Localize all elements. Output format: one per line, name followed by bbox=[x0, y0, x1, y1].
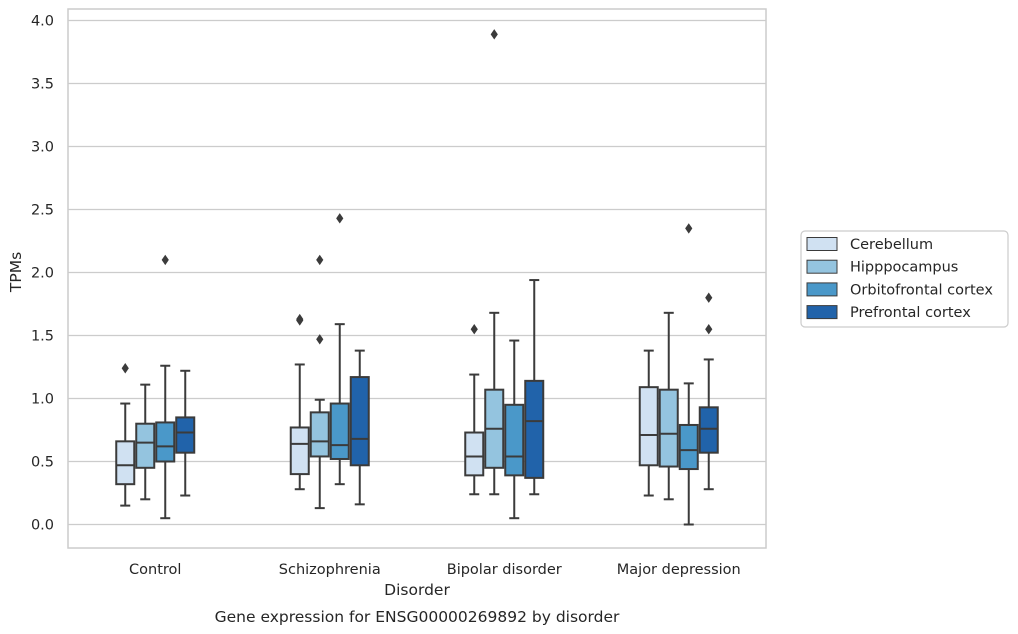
y-tick-label: 3.5 bbox=[31, 77, 54, 93]
plot-frame bbox=[67, 8, 767, 549]
x-axis-label: Disorder bbox=[384, 581, 450, 599]
outlier-point bbox=[705, 292, 713, 303]
box-iqr bbox=[658, 388, 679, 468]
outlier-point bbox=[705, 324, 713, 335]
outlier-point bbox=[316, 334, 324, 345]
legend-swatch bbox=[806, 237, 838, 251]
box-orbitofrontal-cortex bbox=[155, 254, 176, 520]
legend-swatch bbox=[806, 259, 838, 274]
box-iqr bbox=[678, 423, 699, 471]
x-tick-label: Schizophrenia bbox=[279, 562, 381, 578]
y-axis-ticks: 0.0 0.5 1.0 1.5 2.0 2.5 3.0 3.5 4.0 bbox=[31, 14, 54, 534]
legend-label: Hipppocampus bbox=[850, 260, 958, 276]
box-cerebellum bbox=[638, 349, 659, 497]
outlier-point bbox=[490, 29, 498, 40]
x-tick-label: Major depression bbox=[617, 562, 741, 578]
box-cerebellum bbox=[464, 324, 485, 496]
box-iqr bbox=[289, 426, 310, 476]
box-iqr bbox=[464, 431, 485, 477]
y-tick-label: 0.0 bbox=[31, 518, 54, 534]
y-tick-label: 1.0 bbox=[31, 392, 54, 408]
box-prefrontal-cortex bbox=[349, 349, 370, 506]
box-iqr bbox=[524, 379, 545, 479]
box-orbitofrontal-cortex bbox=[329, 213, 350, 486]
x-axis-ticks: Control Schizophrenia Bipolar disorder Majo… bbox=[129, 562, 741, 578]
outlier-point bbox=[470, 324, 478, 335]
box-prefrontal-cortex bbox=[698, 292, 719, 491]
legend-swatch bbox=[806, 305, 838, 320]
box-hipppocampus bbox=[309, 254, 330, 510]
box-orbitofrontal-cortex bbox=[678, 223, 699, 526]
legend-label: Cerebellum bbox=[850, 237, 933, 253]
box-iqr bbox=[638, 386, 659, 467]
box-orbitofrontal-cortex bbox=[504, 339, 525, 520]
legend-swatch bbox=[806, 282, 838, 297]
outlier-point bbox=[161, 254, 169, 266]
box-iqr bbox=[349, 376, 370, 467]
chart-title: Gene expression for ENSG00000269892 by d… bbox=[215, 608, 620, 626]
legend-label: Prefrontal cortex bbox=[850, 305, 971, 321]
legend-box bbox=[800, 230, 1009, 328]
x-tick-label: Bipolar disorder bbox=[447, 562, 562, 578]
box-prefrontal-cortex bbox=[524, 279, 545, 496]
box-iqr bbox=[504, 403, 525, 477]
legend: Cerebellum Hipppocampus Orbitofrontal cort… bbox=[800, 230, 1009, 328]
box-iqr bbox=[155, 421, 176, 463]
y-axis-label: TPMs bbox=[7, 252, 25, 293]
box-hipppocampus bbox=[135, 383, 156, 501]
y-tick-label: 1.5 bbox=[31, 329, 54, 345]
box-iqr bbox=[115, 440, 136, 486]
box-hipppocampus bbox=[484, 29, 505, 496]
y-tick-label: 3.0 bbox=[31, 140, 54, 156]
outlier-point bbox=[316, 254, 324, 266]
box-series bbox=[115, 29, 719, 526]
y-tick-label: 2.0 bbox=[31, 266, 54, 282]
box-cerebellum bbox=[289, 313, 310, 491]
outlier-point bbox=[296, 313, 304, 325]
outlier-point bbox=[685, 223, 693, 234]
outlier-point bbox=[121, 363, 129, 374]
x-tick-label: Control bbox=[129, 562, 181, 578]
y-tick-label: 4.0 bbox=[31, 14, 54, 30]
box-prefrontal-cortex bbox=[175, 369, 196, 497]
box-iqr bbox=[175, 416, 196, 454]
box-iqr bbox=[698, 406, 719, 454]
box-iqr bbox=[329, 402, 350, 460]
y-tick-label: 0.5 bbox=[31, 455, 54, 471]
legend-label: Orbitofrontal cortex bbox=[850, 282, 993, 298]
axes-frame bbox=[67, 8, 767, 549]
box-hipppocampus bbox=[658, 311, 679, 501]
box-iqr bbox=[309, 411, 330, 458]
y-tick-label: 2.5 bbox=[31, 203, 54, 219]
outlier-point bbox=[336, 213, 344, 224]
box-iqr bbox=[135, 422, 156, 469]
box-cerebellum bbox=[115, 363, 136, 507]
